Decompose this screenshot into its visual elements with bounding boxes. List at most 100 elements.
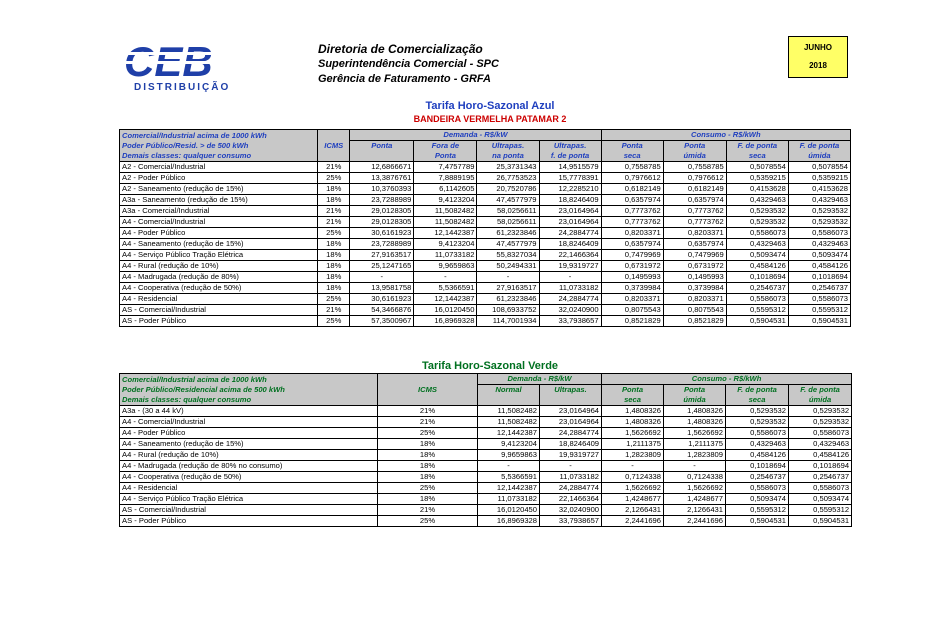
bandeira-subtitle: BANDEIRA VERMELHA PATAMAR 2: [413, 114, 567, 124]
row-value: 2,2441696: [663, 515, 727, 527]
row-value: 0,5904531: [725, 315, 789, 327]
azul-col-header-3: Ultrapas. f. de ponta: [538, 140, 602, 162]
row-icms: 25%: [377, 427, 478, 439]
row-value: 18,8246409: [538, 194, 602, 206]
table-row: AS - Comercial/Industrial 21% 54,3466876 16…: [118, 304, 852, 316]
row-value: 1,2111375: [601, 438, 665, 450]
row-value: 11,0733182: [538, 282, 602, 294]
azul-icms-header: ICMS: [317, 129, 351, 162]
azul-title: Tarifa Horo-Sazonal Azul: [425, 100, 555, 112]
row-value: 0,5359215: [725, 172, 789, 184]
row-value: 0,5595312: [725, 504, 790, 516]
row-class-label: A4 - Cooperativa (redução de 50%): [118, 282, 319, 294]
row-value: -: [601, 460, 665, 472]
verde-class-line-3: Demais classes: qualquer consumo: [122, 395, 252, 404]
verde-class-line-2: Poder Público/Residencial acima de 500 k…: [122, 385, 285, 394]
row-value: 0,1018694: [725, 460, 790, 472]
verde-col-header-line: Ponta: [621, 385, 644, 395]
row-icms: 18%: [317, 194, 351, 206]
row-value: 0,7773762: [600, 205, 664, 217]
row-value: 1,4248677: [601, 493, 665, 505]
row-value: 7,4757789: [413, 161, 478, 173]
azul-consumo-header: Consumo - R$/kWh: [600, 129, 852, 141]
row-icms: 25%: [377, 515, 478, 527]
row-value: 0,5586073: [725, 427, 790, 439]
row-value: 14,9515579: [538, 161, 602, 173]
row-class-label: A4 - Residencial: [119, 482, 378, 494]
row-class-label: A4 - Serviço Público Tração Elétrica: [119, 493, 378, 505]
row-value: 11,5082482: [477, 416, 540, 428]
row-value: 0,6357974: [600, 238, 664, 250]
row-value: 0,2546737: [725, 282, 789, 294]
row-value: 0,5595312: [725, 304, 789, 316]
row-value: 1,5626692: [601, 427, 665, 439]
table-row: A4 - Saneamento (redução de 15%) 18% 23,72…: [118, 238, 852, 250]
row-value: 0,4329463: [725, 438, 790, 450]
row-value: 22,1466364: [538, 493, 603, 505]
row-icms: 25%: [317, 227, 351, 239]
row-value: 1,4248677: [663, 493, 727, 505]
row-value: 30,6161923: [349, 293, 415, 305]
row-value: 12,2285210: [538, 183, 602, 195]
row-value: 61,2323846: [476, 227, 540, 239]
table-row: A4 - Madrugada (redução de 80%) 18% - - - -0,…: [118, 271, 852, 283]
azul-col-header-2: Ultrapas. na ponta: [476, 140, 540, 162]
row-value: 1,5626692: [663, 482, 727, 494]
row-value: 11,5082482: [413, 205, 478, 217]
row-value: 0,8203371: [600, 227, 664, 239]
row-value: 0,6357974: [662, 238, 727, 250]
row-value: 11,0733182: [538, 471, 603, 483]
table-row: A4 - Cooperativa (redução de 50%) 18% 13,9…: [118, 282, 852, 294]
azul-col-header-line: úmida: [683, 151, 706, 160]
row-value: 2,1266431: [601, 504, 665, 516]
azul-col-header-line: F. de ponta: [737, 141, 778, 151]
row-value: 0,8203371: [662, 293, 727, 305]
row-value: 18,8246409: [538, 438, 603, 450]
row-value: 0,8075543: [662, 304, 727, 316]
row-value: 0,2546737: [787, 282, 852, 294]
row-value: 0,3739984: [662, 282, 727, 294]
row-value: 24,2884774: [538, 227, 602, 239]
azul-col-header-line: seca: [623, 151, 641, 160]
row-value: 18,8246409: [538, 238, 602, 250]
row-value: 23,0164964: [538, 405, 603, 417]
row-icms: 18%: [377, 460, 478, 472]
verde-col-header-line: úmida: [683, 395, 706, 404]
verde-col-header-line: úmida: [808, 395, 832, 404]
row-value: 23,7288989: [349, 238, 415, 250]
row-value: 23,0164964: [538, 205, 602, 217]
row-class-label: AS - Poder Público: [119, 515, 378, 527]
table-row: A4 - Poder Público 25% 30,6161923 12,144238…: [118, 227, 852, 239]
row-value: 0,3739984: [600, 282, 664, 294]
azul-col-header-0: Ponta: [349, 140, 415, 162]
row-value: 0,5293532: [725, 416, 790, 428]
row-value: 1,2823809: [663, 449, 727, 461]
verde-title: Tarifa Horo-Sazonal Verde: [421, 360, 559, 372]
table-row: A4 - Madrugada (redução de 80% no consum…: [119, 460, 853, 472]
verde-col-header-line: F. de ponta: [800, 385, 840, 395]
row-value: 0,5904531: [725, 515, 790, 527]
row-value: 27,9163517: [349, 249, 415, 261]
row-class-label: A4 - Comercial/Industrial: [118, 216, 319, 228]
row-value: 0,2546737: [725, 471, 790, 483]
date-year: 2018: [809, 61, 827, 70]
row-value: 57,3500967: [349, 315, 415, 327]
azul-class-header: Comercial/Industrial acima de 1000 kWh P…: [118, 129, 319, 162]
row-icms: 25%: [317, 315, 351, 327]
row-value: 0,7558785: [662, 161, 727, 173]
row-value: 11,5082482: [477, 405, 540, 417]
verde-demanda-header: Demanda - R$/kW: [476, 373, 603, 385]
row-value: 0,5293532: [787, 205, 852, 217]
row-value: 47,4577979: [476, 194, 540, 206]
row-value: 0,8203371: [600, 293, 664, 305]
azul-class-line-2: Poder Público/Resid. > de 500 kWh: [122, 141, 249, 150]
row-class-label: A4 - Serviço Público Tração Elétrica: [118, 249, 319, 261]
row-value: 11,0733182: [413, 249, 478, 261]
row-value: 0,6357974: [662, 194, 727, 206]
row-value: 0,7124338: [601, 471, 665, 483]
row-value: 0,5293532: [725, 216, 789, 228]
row-class-label: A4 - Madrugada (redução de 80% no consum…: [119, 460, 378, 472]
verde-col-header-0: Normal: [477, 384, 540, 406]
row-icms: 21%: [317, 216, 351, 228]
row-value: 0,5293532: [725, 205, 789, 217]
